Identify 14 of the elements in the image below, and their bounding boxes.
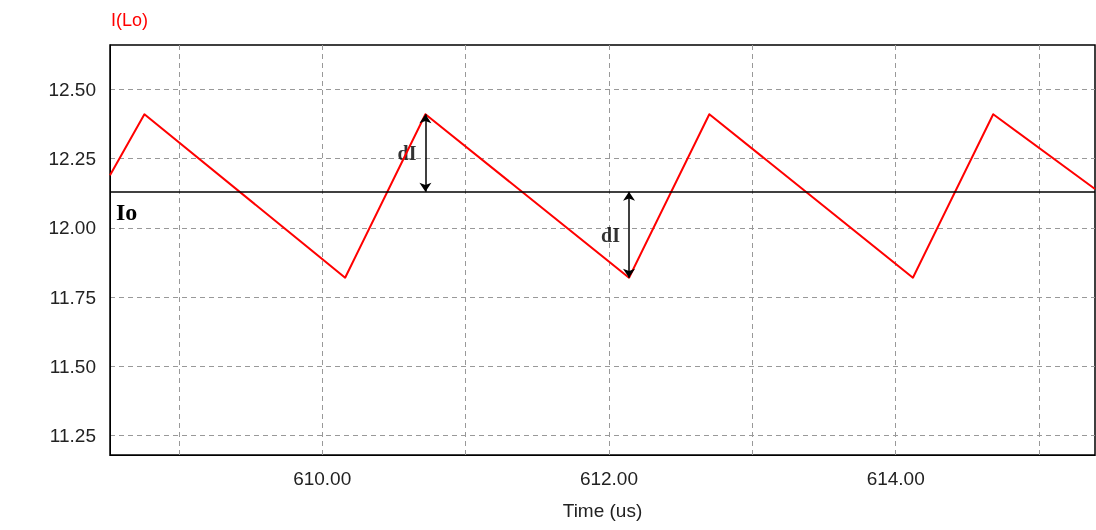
x-tick-label: 610.00 — [293, 468, 352, 489]
y-tick-label: 11.75 — [49, 286, 96, 308]
x-axis-title: Time (us) — [562, 500, 643, 521]
x-tick-label: 612.00 — [579, 468, 639, 489]
y-tick-label: 12.50 — [48, 78, 96, 100]
line-series — [109, 113, 1096, 279]
y-tick-label: 12.00 — [48, 217, 96, 239]
y-tick-label: 11.50 — [49, 355, 96, 377]
x-tick-label: 614.00 — [866, 468, 925, 489]
annotation: dI — [601, 223, 621, 246]
ref-line-label: Io — [116, 198, 138, 225]
y-tick-label: 11.25 — [49, 425, 96, 447]
chart-title: I(Lo) — [111, 10, 149, 30]
y-tick-label: 12.25 — [48, 148, 96, 170]
